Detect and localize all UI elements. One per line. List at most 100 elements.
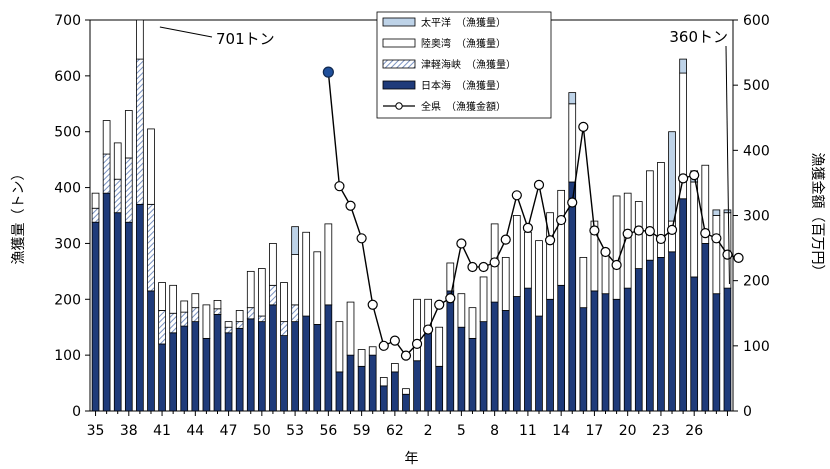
bar-segment <box>169 284 177 314</box>
value-point <box>378 340 389 351</box>
value-point <box>522 222 534 233</box>
bar-segment <box>546 212 554 300</box>
y2-tick-label: 600 <box>743 13 770 29</box>
bar-segment <box>124 221 133 412</box>
bar-segment <box>357 365 366 412</box>
bar-segment <box>291 254 299 306</box>
x-tick-label: 59 <box>353 423 371 439</box>
bar-segment <box>91 207 100 223</box>
bar-segment <box>457 326 466 412</box>
bar-segment <box>224 326 233 334</box>
bar-segment <box>546 298 554 412</box>
y-axis-title: 漁獲量（トン） <box>11 167 27 265</box>
bar-segment <box>446 262 455 292</box>
bar-segment <box>701 243 710 412</box>
bar-segment <box>646 170 654 261</box>
bar-segment <box>269 284 277 306</box>
bar-segment <box>524 287 532 412</box>
bar-segment <box>147 290 155 412</box>
value-point <box>589 225 600 236</box>
bar-segment <box>501 256 510 311</box>
bar-segment <box>169 332 177 412</box>
x-tick-label: 8 <box>490 423 499 439</box>
x-tick-label: 26 <box>685 423 703 439</box>
bar-segment <box>690 276 699 412</box>
legend-swatch <box>382 17 416 27</box>
bar-segment <box>368 346 377 356</box>
bar-segment <box>113 142 122 180</box>
bar-segment <box>302 231 311 317</box>
value-point <box>356 233 367 244</box>
bar-segment <box>479 276 488 323</box>
bar-segment <box>169 312 177 334</box>
bar-segment <box>479 321 488 412</box>
bar-segment <box>291 321 299 412</box>
bar-segment <box>413 298 421 362</box>
x-tick-label: 14 <box>552 423 570 439</box>
bar-segment <box>136 19 144 60</box>
bar-segment <box>202 304 211 339</box>
value-point <box>511 190 522 201</box>
value-point <box>567 197 578 208</box>
value-point <box>400 350 412 361</box>
bar-segment <box>712 215 721 295</box>
bar-segment <box>668 251 676 412</box>
bar-segment <box>646 259 654 412</box>
bar-segment <box>191 293 200 309</box>
value-point <box>689 170 700 181</box>
legend-label: 全県 （漁獲金額） <box>421 100 506 113</box>
bar-segment <box>335 371 344 412</box>
bar-segment <box>568 92 577 105</box>
bar-segment <box>634 268 643 412</box>
value-point <box>500 234 511 245</box>
bar-segment <box>246 307 255 320</box>
bar-segment <box>346 354 355 412</box>
bar-segment <box>280 335 288 412</box>
bar-segment <box>136 58 144 205</box>
bar-segment <box>124 157 133 223</box>
legend-label: 津軽海峡 （漁獲量） <box>421 58 516 71</box>
value-point <box>544 235 556 246</box>
annotation-leader <box>725 45 730 285</box>
bar-segment <box>102 120 111 155</box>
value-point <box>578 121 589 132</box>
legend-swatch <box>382 38 416 48</box>
bar-segment <box>568 103 577 183</box>
bar-segment <box>158 310 166 345</box>
bar-segment <box>180 311 189 327</box>
value-point <box>600 246 611 258</box>
bar-segment <box>280 321 288 336</box>
y-tick-label: 100 <box>54 348 81 364</box>
bar-segment <box>257 321 266 412</box>
value-point <box>622 228 633 239</box>
bar-segment <box>601 293 610 412</box>
bar-segment <box>457 293 466 328</box>
x-tick-label: 23 <box>652 423 670 439</box>
bar-segment <box>701 164 710 244</box>
annotation-label: 360トン <box>669 28 728 46</box>
bar-segment <box>535 240 543 317</box>
annotation-leader <box>159 26 213 38</box>
y2-tick-label: 0 <box>743 404 752 420</box>
bar-segment <box>102 192 111 412</box>
legend: 太平洋 （漁獲量） 陸奥湾 （漁獲量） 津軽海峡 （漁獲量） 日本海 （漁獲量） 全県 … <box>376 11 552 119</box>
bar-segment <box>324 223 333 306</box>
bar-segment <box>335 321 344 373</box>
value-point <box>633 225 644 236</box>
bar-segment <box>235 321 244 329</box>
legend-swatch <box>382 59 416 69</box>
bar-segment <box>468 337 477 412</box>
bar-segment <box>612 195 621 300</box>
bar-segment <box>657 256 665 412</box>
bar-segment <box>446 290 455 412</box>
x-tick-label: 38 <box>120 423 138 439</box>
x-tick-label: 2 <box>424 423 433 439</box>
value-point <box>423 324 434 335</box>
bar-segment <box>202 337 211 412</box>
x-tick-label: 17 <box>586 423 604 439</box>
value-point <box>411 338 423 349</box>
bar-segment <box>180 300 189 313</box>
bar-segment <box>391 371 399 412</box>
bar-segment <box>235 310 244 323</box>
